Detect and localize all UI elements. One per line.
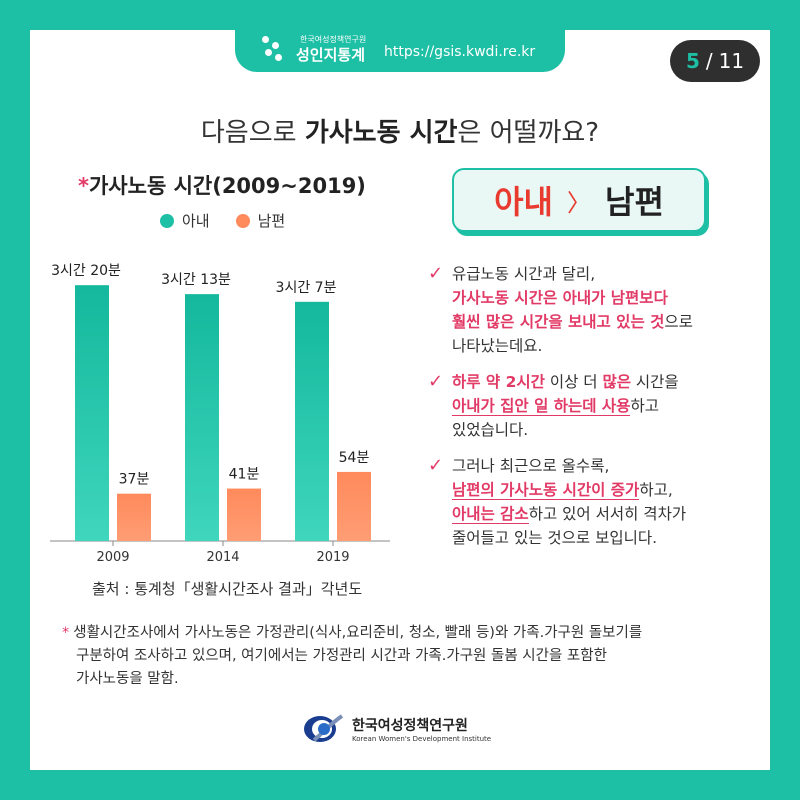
point-3: ✓ 그러나 최근으로 올수록, 남편의 가사노동 시간이 증가하고, 아내는 감… — [428, 454, 758, 550]
x-tick-label-2019: 2019 — [316, 550, 349, 565]
point-1-line-2: 가사노동 시간은 아내가 남편보다 — [452, 289, 668, 307]
page-separator: / — [705, 49, 713, 73]
data-label-wife-2009: 3시간 20분 — [51, 263, 121, 279]
header-tab — [235, 14, 565, 72]
point-3-line-2: 남편의 가사노동 시간이 증가하고, — [452, 478, 758, 502]
footnote-star: * — [62, 625, 70, 641]
chart-title-star: * — [78, 174, 89, 198]
point-3-underline-a: 남편의 가사노동 시간이 증가 — [452, 481, 640, 500]
compare-greater-than-icon: 〉 — [567, 188, 591, 217]
point-1-line-1: 유급노동 시간과 달리, — [452, 265, 596, 283]
bar-husband-2009 — [117, 493, 151, 541]
chart-title: *가사노동 시간(2009~2019) — [78, 170, 366, 200]
brand-logo-icon — [262, 36, 292, 62]
point-2-emphasis-b: 많은 — [602, 373, 631, 391]
bar-husband-2014 — [227, 488, 261, 541]
point-2-emphasis-a: 하루 약 2시간 — [452, 373, 545, 391]
footnote-line-2: 구분하여 조사하고 있으며, 여기에서는 가정관리 시간과 가족.가구원 돌봄 … — [76, 648, 607, 664]
x-tick-label-2009: 2009 — [96, 550, 129, 565]
content-panel — [30, 30, 770, 770]
page-headline: 다음으로 가사노동 시간은 어떨까요? — [0, 112, 800, 149]
footnote-line-3: 가사노동을 말함. — [76, 671, 179, 687]
kwdi-logo-icon — [304, 714, 344, 742]
footer-logo: 한국여성정책연구원 Korean Women's Development Ins… — [300, 712, 491, 746]
footer-name-en: Korean Women's Development Institute — [352, 735, 492, 743]
point-1-line-3-emphasis: 훨씬 많은 시간을 보내고 있는 것 — [452, 313, 665, 331]
data-label-wife-2019: 3시간 7분 — [276, 280, 337, 296]
site-url-link[interactable]: https://gsis.kwdi.re.kr — [384, 44, 536, 60]
point-2-text-b: 시간을 — [630, 373, 679, 391]
headline-emphasis: 가사노동 시간 — [304, 118, 458, 148]
point-3-text-b: 하고 있어 서서히 격차가 — [528, 505, 687, 523]
footnote-line-1: * 생활시간조사에서 가사노동은 가정관리(식사,요리준비, 청소, 빨래 등)와… — [62, 622, 742, 645]
bar-chart: 3시간 20분 37분 2009 3시간 13분 41분 2014 3시간 7분 54분 201… — [50, 263, 390, 565]
page-indicator: 5 / 11 — [670, 40, 760, 82]
point-1-line-4: 나타났는데요. — [452, 337, 543, 355]
point-3-line-1: 그러나 최근으로 올수록, — [452, 457, 610, 475]
headline-suffix: 은 어떨까요? — [457, 118, 600, 148]
check-icon: ✓ — [428, 455, 444, 476]
footer-name-ko: 한국여성정책연구원 — [352, 718, 468, 734]
comparison-box: 아내 〉 남편 — [452, 168, 706, 232]
key-points: ✓ 유급노동 시간과 달리, 가사노동 시간은 아내가 남편보다 훨씬 많은 시… — [428, 262, 758, 562]
bar-wife-2019 — [295, 301, 329, 541]
point-2: ✓ 하루 약 2시간 이상 더 많은 시간을 아내가 집안 일 하는데 사용하고… — [428, 370, 758, 442]
point-3-underline-b: 아내는 감소 — [452, 505, 529, 524]
x-tick-label-2014: 2014 — [206, 550, 239, 565]
point-1-line-3: 훨씬 많은 시간을 보내고 있는 것으로 — [452, 310, 758, 334]
point-1: ✓ 유급노동 시간과 달리, 가사노동 시간은 아내가 남편보다 훨씬 많은 시… — [428, 262, 758, 358]
legend-swatch-wife — [160, 213, 174, 228]
point-3-text-a: 하고, — [639, 481, 673, 499]
chart-title-text: 가사노동 시간(2009~2019) — [88, 174, 366, 198]
point-2-text-c: 하고 — [630, 397, 659, 415]
brand-title: 성인지통계 — [296, 46, 366, 64]
bar-wife-2009 — [75, 285, 109, 541]
point-2-text-a: 이상 더 — [544, 373, 603, 391]
compare-husband: 남편 — [605, 183, 664, 221]
data-label-husband-2019: 54분 — [339, 450, 370, 466]
bar-wife-2014 — [185, 294, 219, 541]
point-2-underline: 아내가 집안 일 하는데 사용 — [452, 397, 631, 416]
point-3-line-4: 줄어들고 있는 것으로 보입니다. — [452, 529, 658, 547]
check-icon: ✓ — [428, 263, 444, 284]
data-label-husband-2009: 37분 — [119, 472, 150, 488]
point-2-line-1: 하루 약 2시간 이상 더 많은 시간을 — [452, 370, 758, 394]
legend-item-wife: 아내 — [160, 210, 210, 231]
legend-label-wife: 아내 — [182, 212, 210, 230]
page-total: 11 — [718, 49, 745, 73]
point-1-line-3-rest: 으로 — [664, 313, 693, 331]
point-2-line-3: 있었습니다. — [452, 421, 529, 439]
data-label-husband-2014: 41분 — [229, 467, 260, 483]
chart-legend: 아내 남편 — [160, 210, 311, 231]
point-2-line-2: 아내가 집안 일 하는데 사용하고 — [452, 394, 758, 418]
footnote-text-1: 생활시간조사에서 가사노동은 가정관리(식사,요리준비, 청소, 빨래 등)와 … — [73, 625, 643, 641]
chart-source: 출처 : 통계청「생활시간조사 결과」각년도 — [92, 580, 363, 598]
compare-wife: 아내 — [494, 183, 553, 221]
legend-item-husband: 남편 — [235, 210, 286, 231]
point-3-line-3: 아내는 감소하고 있어 서서히 격차가 — [452, 502, 758, 526]
headline-prefix: 다음으로 — [200, 118, 305, 148]
bar-husband-2019 — [337, 471, 371, 541]
legend-swatch-husband — [235, 213, 250, 228]
footnote: * 생활시간조사에서 가사노동은 가정관리(식사,요리준비, 청소, 빨래 등)와… — [62, 622, 742, 691]
legend-label-husband: 남편 — [257, 212, 286, 230]
brand-subtitle: 한국여성정책연구원 — [300, 35, 367, 44]
data-label-wife-2014: 3시간 13분 — [161, 272, 231, 288]
check-icon: ✓ — [428, 371, 444, 392]
page-current: 5 — [685, 49, 700, 73]
